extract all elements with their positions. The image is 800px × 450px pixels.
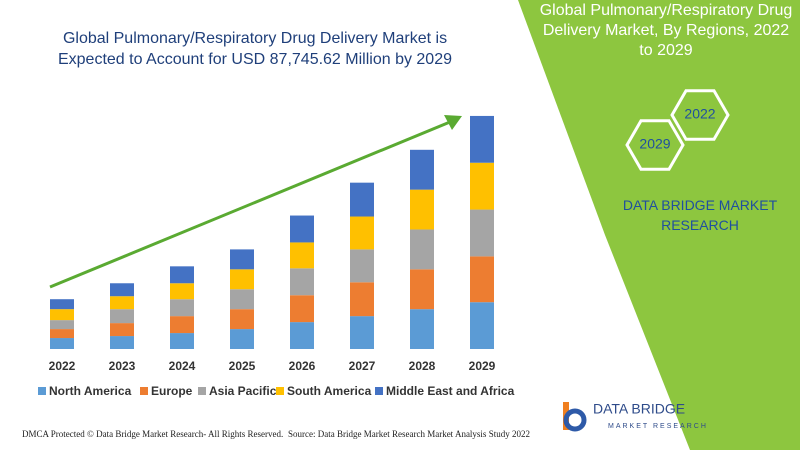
bar-segment <box>470 115 494 163</box>
x-tick-label: 2025 <box>229 359 256 373</box>
bar-segment <box>50 329 74 339</box>
legend-swatch <box>38 387 46 395</box>
legend-label: South America <box>287 384 372 398</box>
bar-segment <box>170 266 194 284</box>
hexagon-label: 2029 <box>639 136 670 152</box>
bar-segment <box>290 242 314 269</box>
side-brand: DATA BRIDGE MARKET RESEARCH <box>622 197 778 233</box>
legend-swatch <box>140 387 148 395</box>
bar-segment <box>410 229 434 270</box>
bar-segment <box>170 299 194 317</box>
x-tick-label: 2024 <box>169 359 196 373</box>
bar-segment <box>350 316 374 349</box>
x-tick-label: 2028 <box>409 359 436 373</box>
logo-bowl <box>563 408 587 432</box>
bar-segment <box>170 316 194 334</box>
bar-segment <box>110 323 134 337</box>
chart-title: Global Pulmonary/Respiratory Drug Delive… <box>57 30 452 68</box>
bar-segment <box>110 283 134 297</box>
bar-segment <box>50 299 74 310</box>
bar-segment <box>50 338 74 349</box>
hexagon <box>625 119 685 171</box>
bar-segment <box>290 295 314 323</box>
legend-label: Europe <box>151 384 193 398</box>
hexagon-label: 2022 <box>684 106 715 122</box>
footer-right: Source: Data Bridge Market Research Mark… <box>288 429 530 439</box>
legend-swatch <box>276 387 284 395</box>
bar-segment <box>410 149 434 190</box>
bar-segment <box>350 249 374 283</box>
bar-segment <box>50 309 74 321</box>
footer-left: DMCA Protected © Data Bridge Market Rese… <box>22 429 283 439</box>
bar-segment <box>290 215 314 243</box>
logo-tagline: MARKET RESEARCH <box>608 423 708 430</box>
x-tick-label: 2023 <box>109 359 136 373</box>
x-tick-label: 2027 <box>349 359 376 373</box>
bar-segment <box>230 249 254 270</box>
bar-segment <box>410 189 434 230</box>
logo-icon <box>563 402 587 432</box>
bar-segment <box>110 296 134 310</box>
bar-segment <box>230 309 254 330</box>
logo-name: DATA BRIDGE <box>593 401 685 417</box>
side-panel-bg <box>518 0 800 450</box>
bar-segment <box>50 320 74 330</box>
bar-segment <box>230 269 254 290</box>
x-tick-label: 2022 <box>49 359 76 373</box>
bar-segment <box>230 289 254 310</box>
bar-segment <box>350 182 374 217</box>
hexagon <box>670 89 730 141</box>
bar-segment <box>170 333 194 349</box>
x-tick-label: 2029 <box>469 359 496 373</box>
bar-segment <box>410 269 434 310</box>
legend-swatch <box>375 387 383 395</box>
bar-segment <box>110 309 134 324</box>
bar-segment <box>470 302 494 349</box>
bar-segment <box>290 322 314 349</box>
bar-segment <box>290 268 314 296</box>
trend-arrowhead <box>444 115 462 130</box>
bar-segment <box>410 309 434 349</box>
bar-segment <box>110 336 134 349</box>
side-title: Global Pulmonary/Respiratory Drug Delive… <box>539 2 793 59</box>
legend-label: Asia Pacific <box>209 384 277 398</box>
trend-arrow <box>49 120 451 289</box>
bar-segment <box>470 162 494 210</box>
legend-label: North America <box>49 384 132 398</box>
bar-segment <box>350 282 374 317</box>
bar-segment <box>170 283 194 300</box>
bar-segment <box>230 329 254 349</box>
legend-label: Middle East and Africa <box>386 384 515 398</box>
bar-segment <box>470 209 494 257</box>
legend-swatch <box>198 387 206 395</box>
bar-segment <box>470 256 494 303</box>
bar-segment <box>350 216 374 250</box>
x-tick-label: 2026 <box>289 359 316 373</box>
